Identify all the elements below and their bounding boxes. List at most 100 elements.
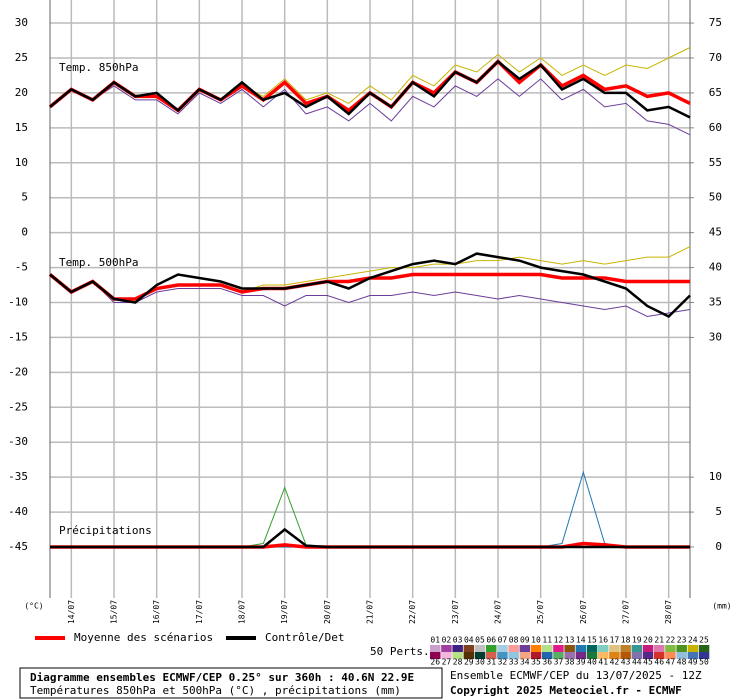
y-tick-label: -15 [8, 330, 28, 343]
run-label: Ensemble ECMWF/CEP du 13/07/2025 - 12Z [450, 669, 702, 682]
legend-label: 26 [430, 658, 440, 667]
y2-tick-label: 50 [709, 191, 722, 204]
legend-label: 41 [598, 658, 608, 667]
legend-swatch [575, 645, 587, 652]
legend-label: 13 [565, 636, 575, 645]
legend-swatch [519, 645, 531, 652]
legend-swatch [486, 645, 497, 652]
y2-tick-label: 10 [709, 470, 722, 483]
legend-label: 04 [464, 636, 474, 645]
legend-label: 49 [688, 658, 698, 667]
legend-swatch [698, 645, 710, 652]
legend-swatch [508, 652, 519, 659]
legend-swatch [441, 645, 452, 652]
legend-swatch [620, 652, 631, 659]
x-tick-label: 19/07 [280, 600, 289, 624]
y2-tick-label: 35 [709, 295, 722, 308]
legend-swatch [654, 645, 665, 652]
panel-label: Précipitations [59, 524, 152, 537]
y-tick-label: -10 [8, 295, 28, 308]
legend-swatch [687, 652, 699, 659]
legend-swatch [463, 645, 475, 652]
legend-swatch [508, 645, 519, 652]
panel-label: Temp. 500hPa [59, 256, 138, 269]
y-tick-label: -5 [15, 261, 28, 274]
legend-swatch [519, 652, 531, 659]
legend-label: 12 [554, 636, 564, 645]
y2-tick-label: 30 [709, 330, 722, 343]
legend-swatch [564, 645, 575, 652]
legend-swatch [474, 645, 486, 652]
legend-label: 03 [453, 636, 463, 645]
legend-label: 22 [666, 636, 676, 645]
legend-swatch [497, 645, 508, 652]
info-box [19, 667, 443, 699]
y2-tick-label: 65 [709, 86, 722, 99]
perturbations-label: 50 Perts. [370, 645, 430, 658]
legend-label: 36 [542, 658, 552, 667]
legend-label: 44 [632, 658, 642, 667]
legend-label: 38 [565, 658, 575, 667]
y-tick-label: 10 [15, 156, 28, 169]
legend-label: 50 [699, 658, 709, 667]
x-tick-label: 15/07 [110, 600, 119, 624]
legend-label: 15 [587, 636, 597, 645]
legend-label: 06 [486, 636, 496, 645]
legend-swatch [665, 652, 676, 659]
legend-label: 37 [554, 658, 564, 667]
legend-label: 17 [610, 636, 620, 645]
y-tick-label: 5 [21, 191, 28, 204]
y2-tick-label: 40 [709, 261, 722, 274]
legend-label: 45 [643, 658, 653, 667]
legend-swatch [676, 645, 687, 652]
legend-swatch [474, 652, 486, 659]
series-line [50, 527, 690, 549]
legend-swatch [665, 645, 676, 652]
legend-swatch [542, 652, 553, 659]
legend-swatch [609, 645, 620, 652]
x-tick-label: 23/07 [451, 600, 460, 624]
info-subtitle: Températures 850hPa et 500hPa (°C) , pré… [30, 684, 401, 697]
legend-swatch [609, 652, 620, 659]
legend-swatch [564, 652, 575, 659]
legend-swatch [620, 645, 631, 652]
y2-tick-label: 75 [709, 16, 722, 29]
x-tick-label: 21/07 [366, 600, 375, 624]
legend-label: Moyenne des scénarios [74, 631, 213, 644]
x-tick-label: 25/07 [536, 600, 545, 624]
legend-swatch [486, 652, 497, 659]
legend-swatch [452, 652, 463, 659]
legend-label: 43 [621, 658, 631, 667]
legend-label: 19 [632, 636, 642, 645]
x-tick-label: 17/07 [195, 600, 204, 624]
y-tick-label: -35 [8, 470, 28, 483]
legend-label: 27 [442, 658, 452, 667]
y-tick-label: -45 [8, 540, 28, 553]
series-line [49, 78, 691, 136]
legend-swatch [631, 645, 643, 652]
y-axis-unit: (°C) [24, 602, 43, 611]
y-tick-label: 15 [15, 121, 28, 134]
legend-label: Contrôle/Det [265, 631, 344, 644]
y-tick-label: 0 [21, 226, 28, 239]
x-tick-label: 26/07 [579, 600, 588, 624]
legend-swatch [430, 645, 441, 652]
legend-label: 20 [643, 636, 653, 645]
panel-label: Temp. 850hPa [59, 61, 138, 74]
legend-label: 48 [677, 658, 687, 667]
legend-label: 29 [464, 658, 474, 667]
legend-label: 46 [654, 658, 664, 667]
legend-label: 16 [598, 636, 608, 645]
legend-label: 32 [498, 658, 508, 667]
x-tick-label: 14/07 [67, 600, 76, 624]
legend-swatch [687, 645, 699, 652]
legend-swatch [676, 652, 687, 659]
x-tick-label: 18/07 [238, 600, 247, 624]
legend-label: 07 [498, 636, 508, 645]
legend-label: 25 [699, 636, 709, 645]
y2-axis-unit: (mm) [712, 602, 731, 611]
legend-swatch [575, 652, 587, 659]
x-tick-label: 22/07 [408, 600, 417, 624]
y-tick-label: -20 [8, 365, 28, 378]
